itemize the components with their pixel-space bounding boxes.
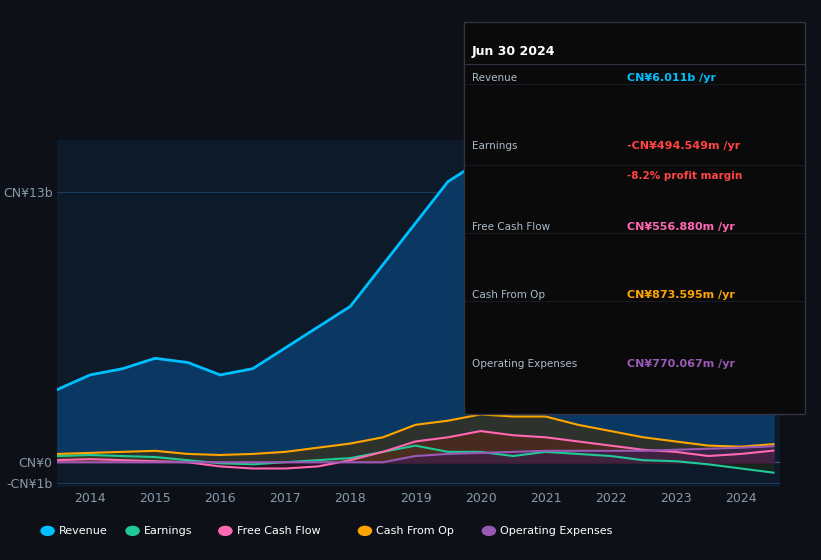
Text: Revenue: Revenue	[472, 73, 517, 83]
Text: Free Cash Flow: Free Cash Flow	[472, 222, 550, 232]
Text: CN¥873.595m /yr: CN¥873.595m /yr	[627, 290, 736, 300]
Text: Revenue: Revenue	[59, 526, 108, 536]
Text: CN¥6.011b /yr: CN¥6.011b /yr	[627, 73, 717, 83]
Text: Cash From Op: Cash From Op	[376, 526, 454, 536]
Text: CN¥770.067m /yr: CN¥770.067m /yr	[627, 358, 736, 368]
Text: -CN¥494.549m /yr: -CN¥494.549m /yr	[627, 141, 741, 151]
Text: Cash From Op: Cash From Op	[472, 290, 545, 300]
Text: Operating Expenses: Operating Expenses	[500, 526, 612, 536]
Text: CN¥556.880m /yr: CN¥556.880m /yr	[627, 222, 736, 232]
Text: Free Cash Flow: Free Cash Flow	[237, 526, 320, 536]
Text: Earnings: Earnings	[472, 141, 517, 151]
Text: Operating Expenses: Operating Expenses	[472, 358, 577, 368]
Text: -8.2% profit margin: -8.2% profit margin	[627, 171, 743, 181]
Text: Earnings: Earnings	[144, 526, 193, 536]
Text: Jun 30 2024: Jun 30 2024	[472, 45, 556, 58]
